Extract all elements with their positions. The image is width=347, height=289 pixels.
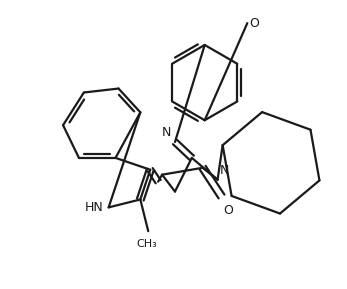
Text: O: O [249,17,259,30]
Text: N: N [220,164,229,177]
Text: HN: HN [85,201,104,214]
Text: N: N [162,126,171,139]
Text: CH₃: CH₃ [136,239,156,249]
Text: O: O [223,204,234,217]
